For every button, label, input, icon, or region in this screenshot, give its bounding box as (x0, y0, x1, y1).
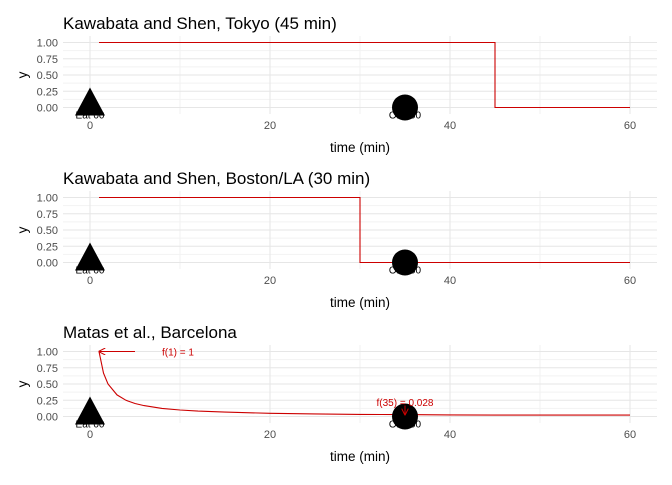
obs-marker-circle (392, 249, 418, 276)
annotation-text: f(1) = 1 (162, 348, 194, 359)
series-line-1 (99, 196, 630, 264)
y-tick-label: 0.25 (37, 241, 58, 253)
panel-title: Matas et al., Barcelona (63, 323, 237, 342)
x-tick-label: 0 (87, 275, 93, 287)
y-tick-label: 0.75 (37, 363, 58, 375)
x-axis-label: time (min) (330, 449, 390, 464)
grid-lines (63, 36, 657, 114)
x-tick-label: 60 (624, 120, 636, 132)
x-tick-label: 20 (264, 429, 276, 441)
panel-title: Kawabata and Shen, Tokyo (45 min) (63, 14, 337, 33)
obs-marker-circle (392, 403, 418, 430)
panel-2: Kawabata and Shen, Boston/LA (30 min) 0.0… (15, 169, 657, 310)
panel-title: Kawabata and Shen, Boston/LA (30 min) (63, 169, 370, 188)
panel-3: Matas et al., Barcelona 0.00 0.25 0.50 0.75 1… (15, 323, 657, 464)
x-tick-label: 20 (264, 120, 276, 132)
x-tick-label: 0 (87, 120, 93, 132)
x-tick-label: 40 (444, 120, 456, 132)
x-axis-label: time (min) (330, 295, 390, 310)
series-line-1 (98, 351, 630, 416)
obs-marker-label: Obs 00 (389, 111, 422, 122)
eat-marker-label: Eat 00 (76, 266, 105, 277)
x-tick-label: 0 (87, 429, 93, 441)
y-tick-label: 0.25 (37, 86, 58, 98)
y-tick-label: 0.50 (37, 225, 58, 237)
y-axis-label: y (15, 226, 30, 233)
x-tick-label: 60 (624, 275, 636, 287)
y-axis-label: y (15, 71, 30, 78)
obs-marker-circle (392, 94, 418, 121)
y-tick-label: 0.75 (37, 209, 58, 221)
x-tick-label: 60 (624, 429, 636, 441)
y-tick-label: 0.25 (37, 395, 58, 407)
y-tick-label: 0.50 (37, 379, 58, 391)
y-tick-label: 1.00 (37, 38, 58, 50)
eat-marker-label: Eat 00 (76, 111, 105, 122)
obs-marker-label: Obs 00 (389, 266, 422, 277)
series-line-1 (99, 41, 630, 109)
eat-marker-triangle (75, 396, 105, 425)
y-tick-label: 1.00 (37, 193, 58, 205)
x-tick-label: 40 (444, 429, 456, 441)
obs-marker-label: Obs 00 (389, 420, 422, 431)
y-tick-label: 0.00 (37, 258, 58, 270)
y-tick-label: 0.50 (37, 70, 58, 82)
eat-marker-label: Eat 00 (76, 420, 105, 431)
x-axis-label: time (min) (330, 140, 390, 155)
panel-1: Kawabata and Shen, Tokyo (45 min) 0.00 0.2… (15, 14, 657, 155)
y-axis-label: y (15, 380, 30, 387)
eat-marker-triangle (75, 242, 105, 271)
x-tick-label: 20 (264, 275, 276, 287)
y-tick-label: 1.00 (37, 347, 58, 359)
grid-lines (63, 345, 657, 423)
x-tick-label: 40 (444, 275, 456, 287)
y-tick-label: 0.75 (37, 54, 58, 66)
y-tick-label: 0.00 (37, 103, 58, 115)
y-tick-label: 0.00 (37, 412, 58, 424)
eat-marker-triangle (75, 87, 105, 116)
annotation-text: f(35) = 0.028 (377, 398, 434, 409)
